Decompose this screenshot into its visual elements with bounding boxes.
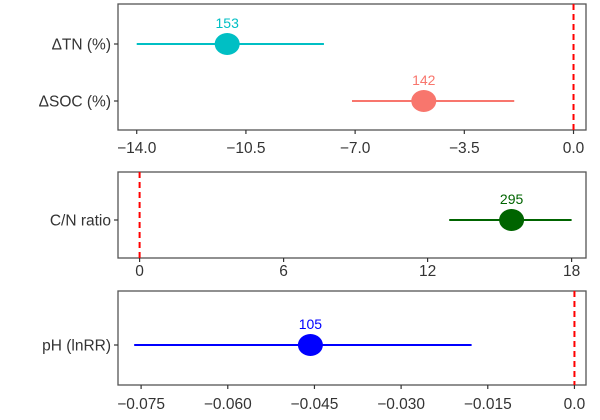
x-tick-label: 6: [279, 263, 288, 280]
y-tick-label: pH (lnRR): [42, 338, 111, 355]
point-estimate: [411, 90, 437, 112]
x-tick-label: −10.5: [226, 140, 265, 157]
y-tick-label: ΔTN (%): [52, 37, 111, 54]
sample-size-label: 105: [299, 316, 323, 332]
x-tick-label: −0.015: [464, 396, 512, 413]
x-tick-label: −14.0: [117, 140, 157, 157]
point-estimate: [499, 209, 525, 231]
point-estimate: [214, 33, 240, 55]
sample-size-label: 142: [412, 72, 436, 88]
x-tick-label: 0.0: [564, 396, 586, 413]
x-tick-label: −7.0: [340, 140, 371, 157]
sample-size-label: 153: [216, 15, 240, 31]
x-tick-label: −3.5: [449, 140, 480, 157]
panel-1: −14.0 −10.5 −7.0 −3.5 0.0 ΔTN (%) 153 ΔSOC (%) 1…: [39, 3, 587, 157]
x-tick-label: 0: [135, 263, 144, 280]
x-tick-label: 0.0: [563, 140, 585, 157]
y-tick-label: C/N ratio: [50, 213, 111, 230]
panel-3: −0.075 −0.060 −0.045 −0.030 −0.015 0.0 pH (lnR…: [42, 290, 587, 413]
x-tick-label: −0.075: [117, 396, 165, 413]
panel-border: [117, 290, 587, 386]
x-tick-label: 18: [563, 263, 580, 280]
x-tick-label: −0.030: [377, 396, 425, 413]
sample-size-label: 295: [500, 191, 524, 207]
y-tick-label: ΔSOC (%): [39, 94, 111, 111]
x-tick-label: −0.060: [204, 396, 252, 413]
point-estimate: [297, 334, 323, 356]
x-tick-label: 12: [419, 263, 436, 280]
x-tick-label: −0.045: [291, 396, 339, 413]
panel-border: [117, 3, 587, 131]
panel-2: 0 6 12 18 C/N ratio 295: [50, 171, 587, 280]
